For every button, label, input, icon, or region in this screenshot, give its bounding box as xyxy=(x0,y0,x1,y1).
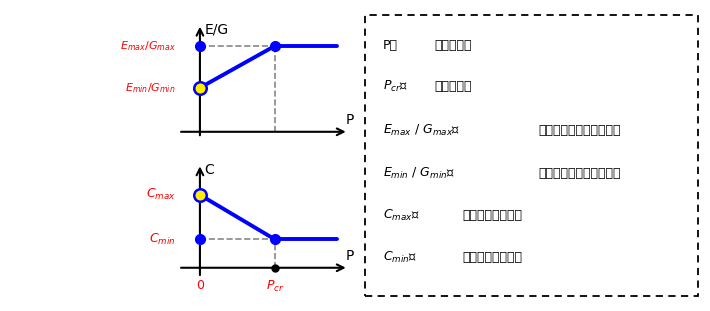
Text: 減衰値の最小値: 減衰値の最小値 xyxy=(462,251,523,264)
Text: P: P xyxy=(346,249,354,263)
Text: 0: 0 xyxy=(196,279,204,292)
Text: 臨界圧力: 臨界圧力 xyxy=(435,80,472,93)
Text: $P_{cr}$: $P_{cr}$ xyxy=(266,279,284,294)
Text: P：: P： xyxy=(383,39,398,52)
Text: 縦／横弾性率の最大値: 縦／横弾性率の最大値 xyxy=(539,124,621,137)
Text: $C_{min}$：: $C_{min}$： xyxy=(383,250,417,265)
Text: $\mathit{E}_{min}/\mathit{G}_{min}$: $\mathit{E}_{min}/\mathit{G}_{min}$ xyxy=(125,81,175,95)
FancyBboxPatch shape xyxy=(366,15,698,296)
Text: C: C xyxy=(204,163,214,177)
Text: 縦／横弾性率の最小値: 縦／横弾性率の最小値 xyxy=(539,166,621,179)
Text: E/G: E/G xyxy=(204,23,229,37)
Text: 減衰値の最大値: 減衰値の最大値 xyxy=(462,209,523,222)
Text: $\mathit{C}_{min}$: $\mathit{C}_{min}$ xyxy=(149,232,175,247)
Text: $\mathit{E}_{max}/\mathit{G}_{max}$: $\mathit{E}_{max}/\mathit{G}_{max}$ xyxy=(120,39,175,53)
Text: P: P xyxy=(346,113,354,127)
Text: $C_{max}$：: $C_{max}$： xyxy=(383,208,420,223)
Text: 平均圧力: 平均圧力 xyxy=(435,39,472,52)
Text: $\mathit{C}_{max}$: $\mathit{C}_{max}$ xyxy=(146,187,175,202)
Text: $E_{max}$ / $G_{max}$：: $E_{max}$ / $G_{max}$： xyxy=(383,123,460,138)
Text: $E_{min}$ / $G_{min}$：: $E_{min}$ / $G_{min}$： xyxy=(383,165,454,181)
Text: $P_{cr}$：: $P_{cr}$： xyxy=(383,79,408,94)
